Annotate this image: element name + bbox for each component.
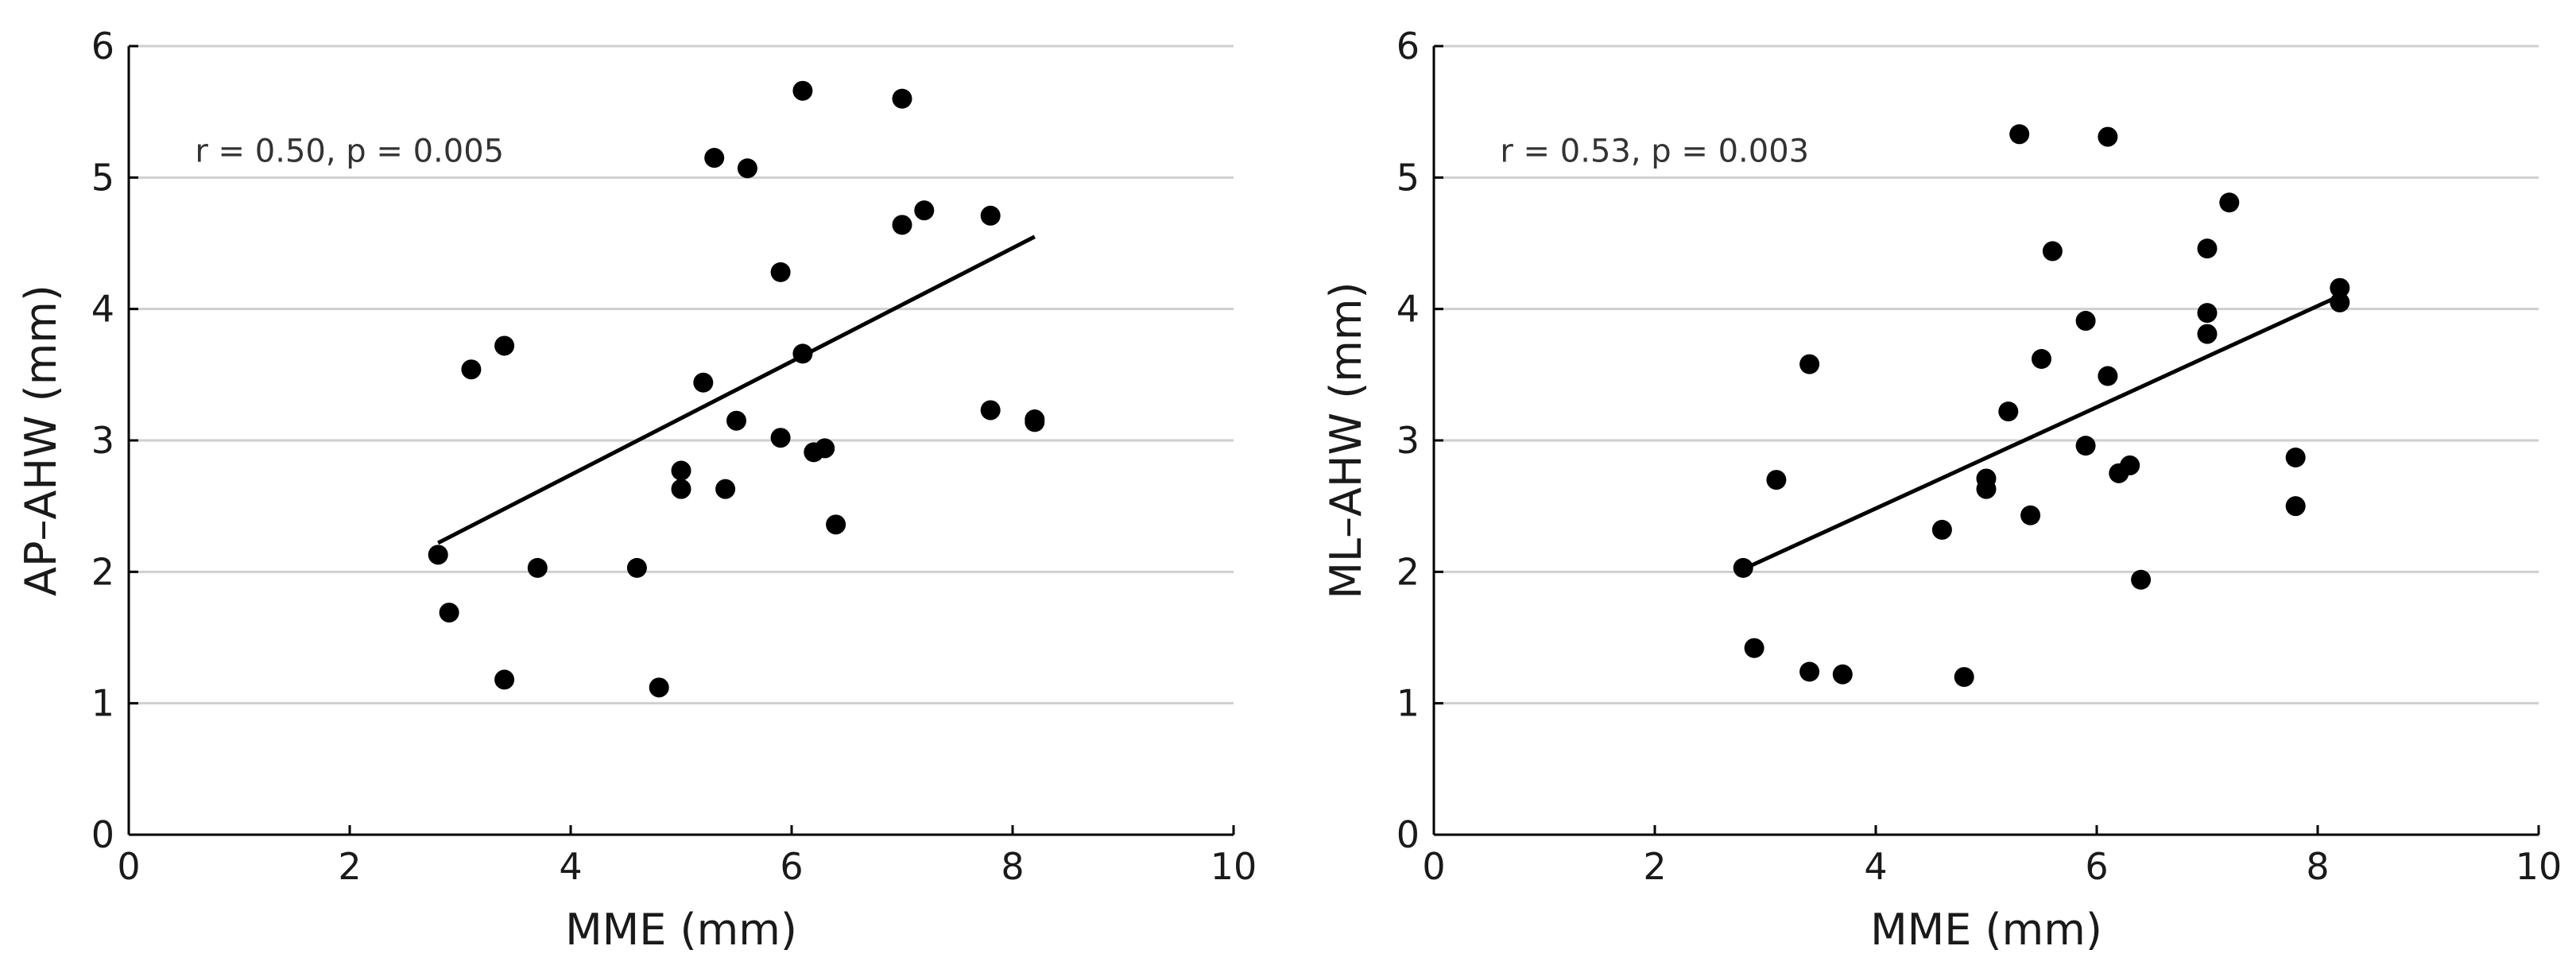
data-point — [704, 148, 725, 169]
y-tick-label: 3 — [1396, 419, 1420, 462]
data-point — [2075, 436, 2096, 456]
data-point — [2197, 324, 2218, 344]
data-point — [892, 215, 912, 235]
data-point — [2075, 311, 2096, 331]
x-tick-label: 4 — [1864, 845, 1887, 888]
data-point — [2197, 303, 2218, 324]
scatter-chart-ml-ahw: 0 2 4 6 8 10 0 1 2 3 4 5 6 MME (mm) ML–AHW (mm) r = 0.5… — [1321, 25, 2562, 955]
data-point — [428, 545, 448, 565]
data-point — [2285, 447, 2306, 467]
data-point — [2098, 126, 2118, 147]
data-point — [2020, 505, 2041, 525]
data-point — [2197, 238, 2218, 259]
x-tick-label: 2 — [1643, 845, 1666, 888]
y-tick-label: 4 — [91, 288, 114, 331]
data-point — [892, 88, 912, 109]
x-tick-label: 0 — [1422, 845, 1445, 888]
data-point — [770, 262, 791, 282]
data-point — [980, 400, 1001, 421]
correlation-annotation: r = 0.50, p = 0.005 — [195, 133, 504, 169]
x-tick-label: 8 — [2306, 845, 2329, 888]
x-tick-label: 2 — [338, 845, 361, 888]
y-axis-label: ML–AHW (mm) — [1321, 281, 1371, 599]
data-point — [770, 428, 791, 448]
data-point — [980, 205, 1001, 226]
y-tick-label: 3 — [91, 419, 114, 462]
x-tick-label: 4 — [559, 845, 582, 888]
y-tick-label: 6 — [91, 25, 114, 68]
data-point — [914, 200, 935, 221]
x-tick-label: 10 — [1211, 845, 1257, 888]
data-point — [1799, 354, 1820, 374]
x-tick-label: 10 — [2516, 845, 2562, 888]
data-point — [2219, 192, 2240, 213]
y-tick-label: 1 — [1396, 682, 1420, 725]
correlation-annotation: r = 0.53, p = 0.003 — [1500, 133, 1809, 169]
data-point — [2042, 241, 2063, 262]
y-tick-label: 5 — [1396, 156, 1420, 199]
data-point — [2098, 366, 2118, 386]
data-point — [461, 359, 482, 380]
y-axis-label: AP–AHW (mm) — [16, 285, 66, 596]
data-point — [2131, 569, 2152, 590]
y-tick-label: 2 — [1396, 550, 1420, 593]
regression-line — [1742, 293, 2341, 572]
data-point — [1832, 664, 1853, 684]
y-tick-label: 5 — [91, 156, 114, 199]
regression-line — [437, 235, 1036, 545]
data-point — [671, 460, 691, 481]
scatter-chart-ap-ahw: 0 2 4 6 8 10 0 1 2 3 4 5 6 MME (mm) AP–AHW (mm) r = 0.5… — [16, 25, 1257, 955]
data-point — [726, 410, 746, 431]
data-point — [693, 372, 714, 393]
data-point — [494, 669, 515, 690]
data-point — [494, 335, 515, 356]
data-point — [671, 479, 691, 499]
data-point — [2330, 292, 2350, 312]
y-tick-label: 4 — [1396, 288, 1420, 331]
data-point — [439, 603, 459, 623]
data-point — [792, 343, 813, 364]
data-point — [2120, 455, 2140, 475]
data-point — [1954, 667, 1974, 688]
data-point — [1744, 638, 1764, 658]
data-point — [2330, 277, 2350, 298]
y-tick-label: 0 — [1396, 813, 1420, 856]
data-point — [1799, 661, 1820, 682]
x-tick-label: 8 — [1001, 845, 1024, 888]
data-point — [649, 677, 669, 698]
data-point — [737, 158, 757, 179]
data-point — [1931, 519, 1952, 540]
y-tick-label: 0 — [91, 813, 114, 856]
data-point — [1976, 479, 1997, 499]
data-point — [1025, 412, 1045, 432]
data-point — [792, 80, 813, 101]
x-tick-label: 0 — [117, 845, 140, 888]
x-tick-label: 6 — [2085, 845, 2108, 888]
data-point — [715, 479, 736, 499]
y-tick-label: 2 — [91, 550, 114, 593]
y-tick-label: 1 — [91, 682, 114, 725]
y-tick-label: 6 — [1396, 25, 1420, 68]
data-point — [2009, 124, 2030, 145]
data-point — [826, 514, 846, 535]
data-point — [626, 557, 647, 578]
data-point — [1766, 470, 1787, 490]
x-axis-label: MME (mm) — [1870, 905, 2102, 955]
x-axis-label: MME (mm) — [565, 905, 797, 955]
x-tick-label: 6 — [780, 845, 803, 888]
data-point — [2032, 348, 2051, 369]
data-point — [2285, 496, 2306, 517]
data-point — [527, 557, 548, 578]
data-point — [1998, 401, 2019, 422]
data-point — [1733, 557, 1753, 578]
data-point — [815, 438, 835, 459]
